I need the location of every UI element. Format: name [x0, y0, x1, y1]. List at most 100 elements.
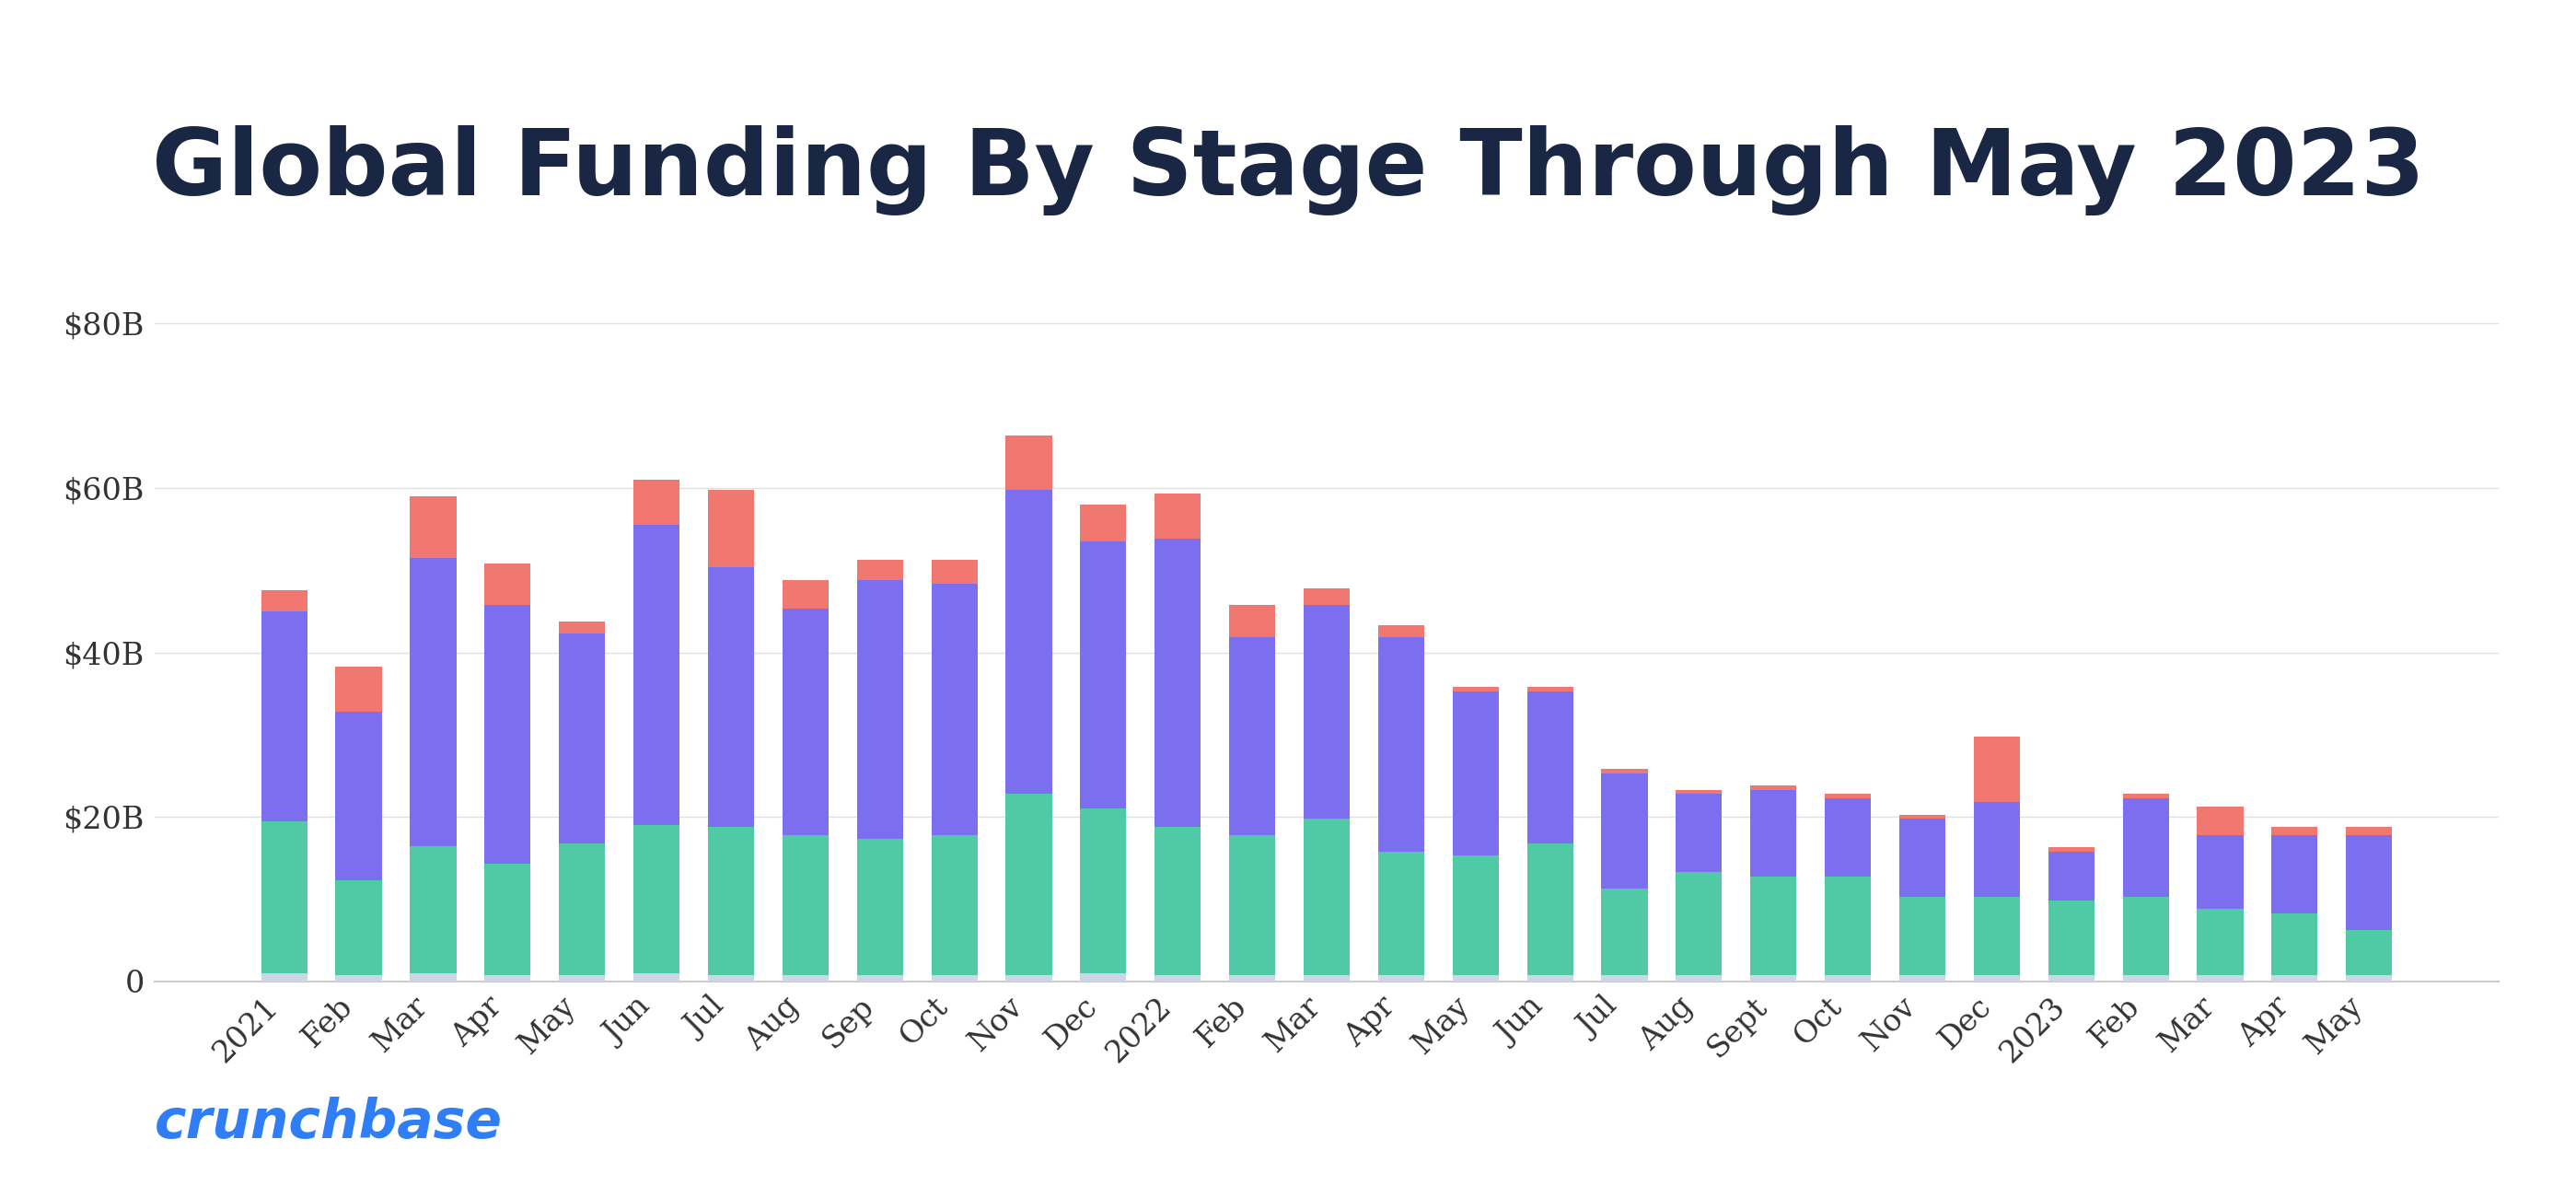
Bar: [484, 604, 531, 864]
Bar: [1749, 876, 1795, 974]
Bar: [1154, 827, 1200, 974]
Bar: [1079, 809, 1126, 973]
Bar: [1303, 588, 1350, 604]
Bar: [1453, 856, 1499, 974]
Bar: [1899, 974, 1945, 982]
Bar: [1528, 974, 1574, 982]
Bar: [2197, 807, 2244, 836]
Bar: [1378, 851, 1425, 974]
Bar: [1824, 974, 1870, 982]
Bar: [1677, 974, 1721, 982]
Bar: [484, 564, 531, 604]
Bar: [260, 973, 307, 982]
Bar: [2048, 901, 2094, 974]
Bar: [2347, 974, 2393, 982]
Bar: [1005, 490, 1051, 794]
Bar: [1378, 625, 1425, 638]
Bar: [2048, 847, 2094, 851]
Bar: [410, 973, 456, 982]
Bar: [1602, 974, 1649, 982]
Bar: [1824, 794, 1870, 798]
Bar: [1899, 814, 1945, 819]
Bar: [1154, 974, 1200, 982]
Bar: [335, 880, 381, 974]
Bar: [1378, 974, 1425, 982]
Bar: [335, 974, 381, 982]
Bar: [1154, 539, 1200, 827]
Bar: [1079, 504, 1126, 541]
Bar: [2197, 836, 2244, 910]
Bar: [559, 843, 605, 974]
Bar: [2347, 836, 2393, 930]
Text: crunchbase: crunchbase: [155, 1096, 502, 1149]
Bar: [634, 524, 680, 825]
Bar: [2347, 930, 2393, 974]
Bar: [1602, 773, 1649, 888]
Bar: [1973, 897, 2020, 974]
Bar: [858, 559, 904, 581]
Bar: [1899, 819, 1945, 897]
Bar: [2123, 798, 2169, 897]
Bar: [2347, 827, 2393, 836]
Bar: [1303, 974, 1350, 982]
Bar: [1229, 836, 1275, 974]
Bar: [260, 612, 307, 821]
Bar: [1749, 974, 1795, 982]
Bar: [410, 558, 456, 846]
Bar: [2048, 974, 2094, 982]
Bar: [1079, 541, 1126, 809]
Bar: [1453, 687, 1499, 691]
Bar: [2272, 974, 2318, 982]
Bar: [2272, 827, 2318, 836]
Bar: [1749, 785, 1795, 790]
Bar: [559, 974, 605, 982]
Bar: [1677, 794, 1721, 873]
Bar: [1229, 974, 1275, 982]
Bar: [1229, 604, 1275, 638]
Bar: [1303, 819, 1350, 974]
Bar: [2123, 794, 2169, 798]
Bar: [1602, 770, 1649, 773]
Bar: [1602, 888, 1649, 974]
Bar: [1528, 843, 1574, 974]
Bar: [1079, 973, 1126, 982]
Bar: [1303, 604, 1350, 819]
Bar: [1528, 691, 1574, 843]
Bar: [559, 621, 605, 633]
Bar: [1005, 974, 1051, 982]
Bar: [1005, 436, 1051, 490]
Bar: [2197, 910, 2244, 974]
Bar: [2272, 913, 2318, 974]
Bar: [708, 974, 755, 982]
Bar: [933, 974, 976, 982]
Bar: [1973, 802, 2020, 897]
Bar: [1824, 798, 1870, 876]
Bar: [2048, 851, 2094, 901]
Bar: [484, 864, 531, 974]
Text: Global Funding By Stage Through May 2023: Global Funding By Stage Through May 2023: [152, 126, 2424, 215]
Bar: [2197, 974, 2244, 982]
Bar: [1973, 736, 2020, 802]
Bar: [1749, 790, 1795, 876]
Bar: [1453, 974, 1499, 982]
Bar: [1528, 687, 1574, 691]
Bar: [783, 836, 829, 974]
Bar: [708, 490, 755, 567]
Bar: [634, 480, 680, 524]
Bar: [1677, 790, 1721, 794]
Bar: [1899, 897, 1945, 974]
Bar: [1378, 638, 1425, 851]
Bar: [783, 974, 829, 982]
Bar: [634, 973, 680, 982]
Bar: [559, 633, 605, 843]
Bar: [1154, 493, 1200, 539]
Bar: [858, 974, 904, 982]
Bar: [2123, 974, 2169, 982]
Bar: [2272, 836, 2318, 913]
Bar: [933, 584, 976, 836]
Bar: [1005, 794, 1051, 974]
Bar: [2123, 897, 2169, 974]
Bar: [1973, 974, 2020, 982]
Bar: [1453, 691, 1499, 856]
Bar: [708, 567, 755, 827]
